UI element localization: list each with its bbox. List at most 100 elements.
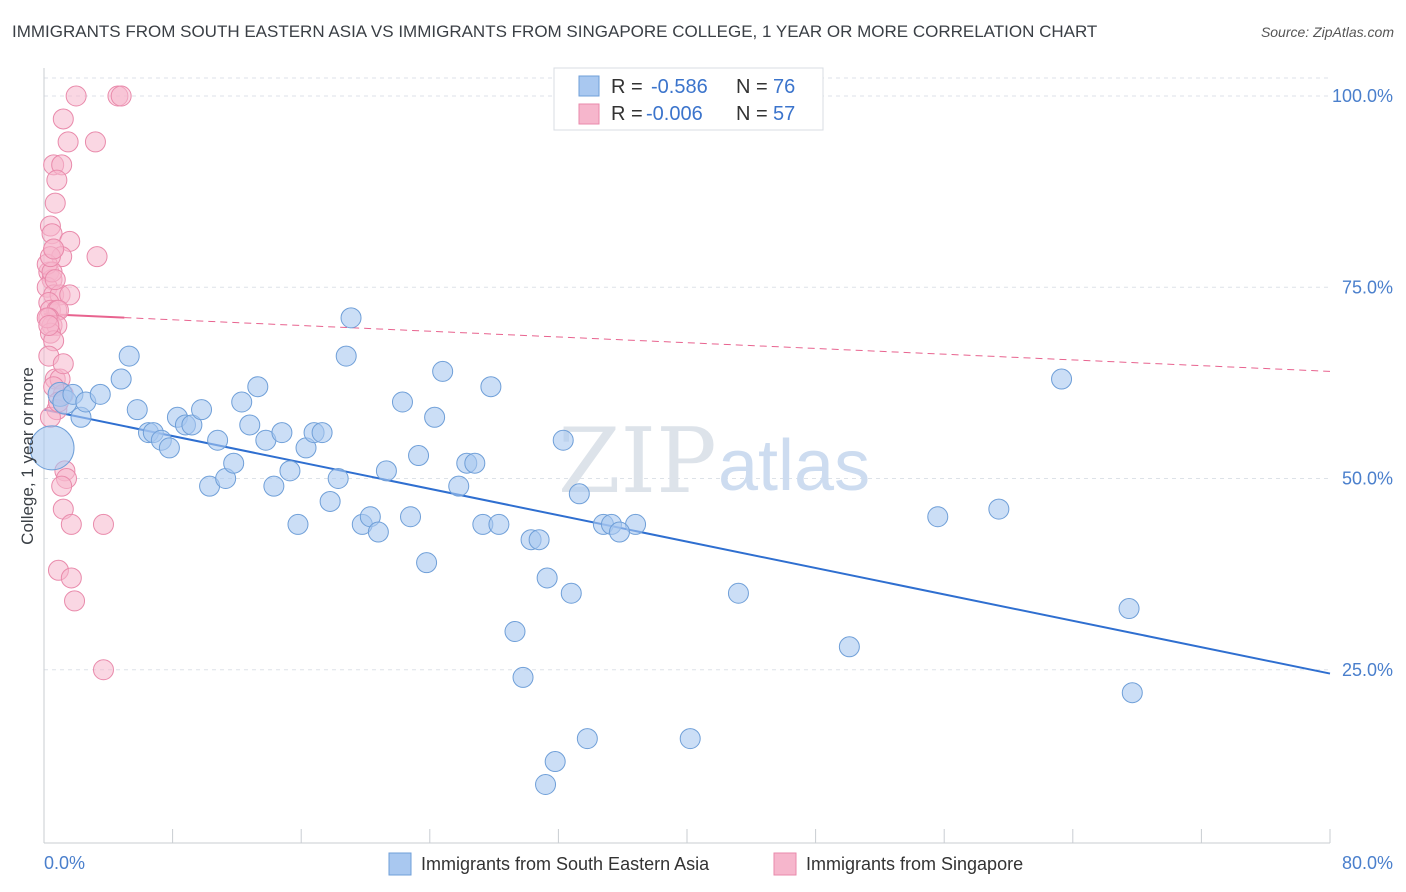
singapore-point [57,131,79,153]
chart-title: IMMIGRANTS FROM SOUTH EASTERN ASIA VS IM… [12,22,1098,41]
legend-r-value-pink: -0.006 [646,103,703,125]
singapore-point [110,85,132,107]
singapore-point [51,475,73,497]
south-eastern-asia-point [679,728,701,750]
singapore-point [60,567,82,589]
south-eastern-asia-point [110,368,132,390]
south-eastern-asia-point [263,475,285,497]
legend-swatch-blue [578,75,600,97]
south-eastern-asia-point [424,406,446,428]
south-eastern-asia-point [327,468,349,489]
south-eastern-asia-point [727,582,749,604]
y-axis-label: College, 1 year or more [18,367,37,545]
south-eastern-asia-point [400,506,422,528]
series-legend-label-pink: Immigrants from Singapore [806,854,1023,874]
south-eastern-asia-point [504,621,526,642]
legend-n-label-pink: N = [736,103,768,125]
singapore-point [64,590,86,612]
south-eastern-asia-point [279,460,301,482]
y-tick-label: 25.0% [1342,660,1393,680]
y-tick-labels: 25.0% 50.0% 75.0% 100.0% [1332,86,1393,680]
south-eastern-asia-point [247,376,269,398]
south-eastern-asia-point [448,475,470,497]
legend-swatch-pink [578,103,600,125]
watermark-atlas: atlas [718,426,870,506]
singapore-point [59,284,81,306]
south-eastern-asia-point [239,414,261,436]
south-eastern-asia-point [89,383,111,405]
south-eastern-asia-point [126,399,148,421]
south-eastern-asia-point [576,728,598,750]
south-eastern-asia-point [231,391,253,413]
south-eastern-asia-point [1118,598,1140,620]
south-eastern-asia-point [367,521,389,543]
south-eastern-asia-point [552,429,574,451]
legend-r-label-pink: R = [611,103,643,125]
trend-line-singapore-dashed [124,317,1331,372]
singapore-point [43,238,65,260]
singapore-point [60,513,82,535]
south-eastern-asia-point [391,391,413,413]
south-eastern-asia-point [535,774,557,795]
south-eastern-asia-point [432,360,454,382]
y-tick-label: 50.0% [1342,469,1393,489]
singapore-point [92,659,114,681]
south-eastern-asia-point [608,521,630,543]
south-eastern-asia-point [181,414,203,436]
south-eastern-asia-point [207,429,229,451]
correlation-legend: R = -0.586 N = 76 R = -0.006 N = 57 [553,67,824,131]
series-legend-label-blue: Immigrants from South Eastern Asia [421,854,710,874]
legend-r-value-blue: -0.586 [651,76,708,98]
south-eastern-asia-point [536,567,558,589]
south-eastern-asia-point [480,376,502,398]
grid-lines [44,77,1330,671]
y-tick-label: 75.0% [1342,277,1393,297]
legend-n-value-blue: 76 [773,76,795,98]
singapore-point [52,108,74,130]
series-singapore-points [36,85,132,681]
singapore-point [44,269,66,291]
singapore-point [84,131,106,153]
south-eastern-asia-point [988,498,1010,520]
south-eastern-asia-point [927,506,949,528]
x-tick-label-min: 0.0% [44,853,85,873]
singapore-point [46,169,68,191]
singapore-point [38,315,60,336]
south-eastern-asia-point [311,422,333,444]
singapore-point [52,353,74,375]
south-eastern-asia-point [568,483,590,505]
south-eastern-asia-point [560,582,582,604]
south-eastern-asia-point [416,552,438,574]
south-eastern-asia-point [544,751,566,773]
singapore-point [86,246,108,268]
legend-n-label-blue: N = [736,76,768,98]
south-eastern-asia-point [287,513,309,535]
south-eastern-asia-point [191,399,213,421]
south-eastern-asia-point [512,666,534,688]
south-eastern-asia-point [1051,368,1073,390]
y-tick-label: 100.0% [1332,86,1393,106]
singapore-point [92,513,114,535]
south-eastern-asia-point [1121,682,1143,704]
south-eastern-asia-point [158,437,180,459]
south-eastern-asia-point [319,490,341,512]
singapore-point [65,85,87,107]
south-eastern-asia-point [488,513,510,535]
south-eastern-asia-point [340,307,362,329]
legend-r-label-blue: R = [611,76,643,98]
series-south-eastern-asia-points [29,307,1143,795]
south-eastern-asia-point [335,345,357,367]
singapore-point [44,192,66,214]
south-eastern-asia-point [838,636,860,658]
series-legend: Immigrants from South Eastern Asia Immig… [388,852,1023,876]
source-credit: Source: ZipAtlas.com [1260,24,1394,40]
trend-line-south-eastern-asia [43,408,1331,675]
south-eastern-asia-point [223,452,245,474]
south-eastern-asia-point [118,345,140,367]
x-tick-label-max: 80.0% [1342,853,1393,873]
series-legend-swatch-pink [773,852,797,876]
south-eastern-asia-point [271,422,293,444]
series-legend-swatch-blue [388,852,412,876]
south-eastern-asia-point [464,452,486,474]
